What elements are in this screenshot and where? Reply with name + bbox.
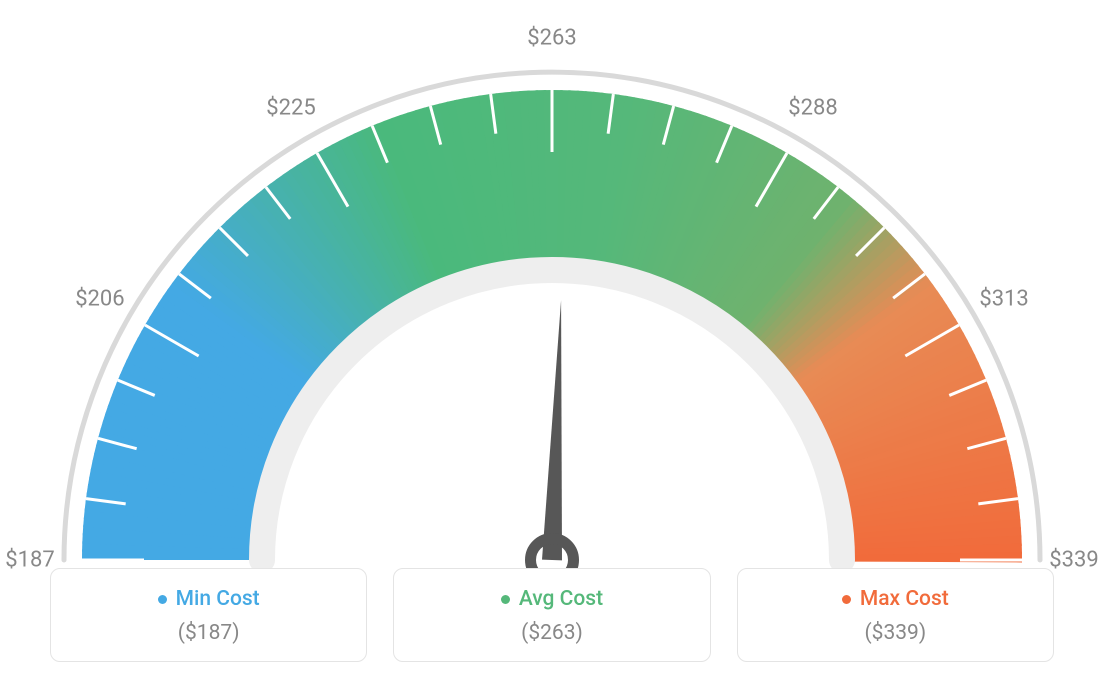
legend-dot-min [158, 595, 167, 604]
legend-value-avg: ($263) [404, 621, 699, 645]
gauge-scale-label: $225 [266, 95, 315, 120]
legend-title-avg: Avg Cost [501, 587, 603, 611]
gauge-scale-label: $288 [788, 95, 837, 120]
gauge-svg [0, 30, 1104, 600]
legend-card-avg: Avg Cost ($263) [393, 568, 710, 662]
legend-value-min: ($187) [61, 621, 356, 645]
legend-row: Min Cost ($187) Avg Cost ($263) Max Cost… [50, 568, 1054, 662]
gauge-scale-label: $187 [5, 548, 54, 573]
legend-card-max: Max Cost ($339) [737, 568, 1054, 662]
legend-dot-max [842, 595, 851, 604]
legend-label-avg: Avg Cost [519, 587, 603, 611]
legend-value-max: ($339) [748, 621, 1043, 645]
legend-label-max: Max Cost [860, 587, 949, 611]
legend-label-min: Min Cost [176, 587, 260, 611]
legend-dot-avg [501, 595, 510, 604]
gauge-chart: $187$206$225$263$288$313$339 [0, 0, 1104, 560]
gauge-scale-label: $206 [75, 287, 124, 312]
gauge-scale-label: $313 [979, 287, 1028, 312]
legend-title-min: Min Cost [158, 587, 260, 611]
legend-card-min: Min Cost ($187) [50, 568, 367, 662]
gauge-scale-label: $263 [527, 26, 576, 51]
legend-title-max: Max Cost [842, 587, 949, 611]
gauge-scale-label: $339 [1049, 548, 1098, 573]
